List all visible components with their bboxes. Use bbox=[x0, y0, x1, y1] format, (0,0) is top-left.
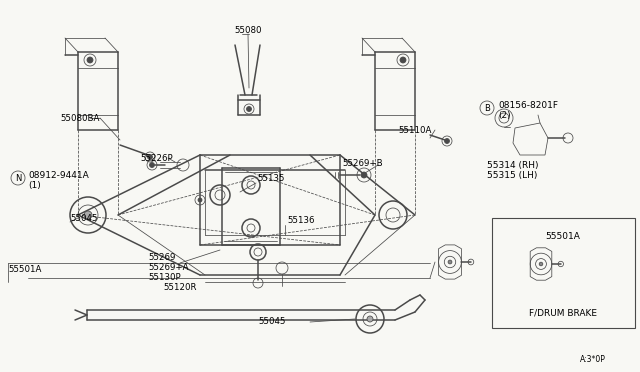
Text: 55315 (LH): 55315 (LH) bbox=[487, 170, 538, 180]
Text: A:3*0P: A:3*0P bbox=[580, 356, 606, 365]
Circle shape bbox=[400, 57, 406, 63]
Text: 55120R: 55120R bbox=[163, 283, 196, 292]
Text: 55130P: 55130P bbox=[148, 273, 180, 282]
Circle shape bbox=[361, 172, 367, 178]
Text: (1): (1) bbox=[28, 180, 41, 189]
Text: 55269+A: 55269+A bbox=[148, 263, 189, 273]
Text: B: B bbox=[484, 103, 490, 112]
Text: 55045: 55045 bbox=[70, 214, 97, 222]
Text: 55080: 55080 bbox=[234, 26, 262, 35]
Bar bbox=[492, 218, 635, 328]
Text: 55080BA: 55080BA bbox=[60, 113, 99, 122]
Text: 08912-9441A: 08912-9441A bbox=[28, 170, 89, 180]
Circle shape bbox=[539, 262, 543, 266]
Circle shape bbox=[448, 260, 452, 264]
Circle shape bbox=[147, 154, 152, 160]
Text: 55269: 55269 bbox=[148, 253, 175, 263]
Text: 55136: 55136 bbox=[287, 215, 314, 224]
Text: 08156-8201F: 08156-8201F bbox=[498, 100, 558, 109]
Text: 55045: 55045 bbox=[259, 317, 285, 327]
Text: 55501A: 55501A bbox=[545, 232, 580, 241]
Text: 55269+B: 55269+B bbox=[342, 158, 383, 167]
Circle shape bbox=[246, 106, 252, 112]
Text: 55314 (RH): 55314 (RH) bbox=[487, 160, 538, 170]
Text: 55110A: 55110A bbox=[398, 125, 431, 135]
Text: 55501A: 55501A bbox=[8, 266, 42, 275]
Text: 55135: 55135 bbox=[257, 173, 285, 183]
Text: N: N bbox=[15, 173, 21, 183]
Circle shape bbox=[367, 316, 373, 322]
Text: 55226P: 55226P bbox=[140, 154, 173, 163]
Circle shape bbox=[445, 138, 449, 144]
Text: F/DRUM BRAKE: F/DRUM BRAKE bbox=[529, 309, 597, 318]
Text: (2): (2) bbox=[498, 110, 511, 119]
Circle shape bbox=[87, 57, 93, 63]
Circle shape bbox=[150, 163, 154, 167]
Circle shape bbox=[198, 198, 202, 202]
Circle shape bbox=[84, 211, 92, 219]
